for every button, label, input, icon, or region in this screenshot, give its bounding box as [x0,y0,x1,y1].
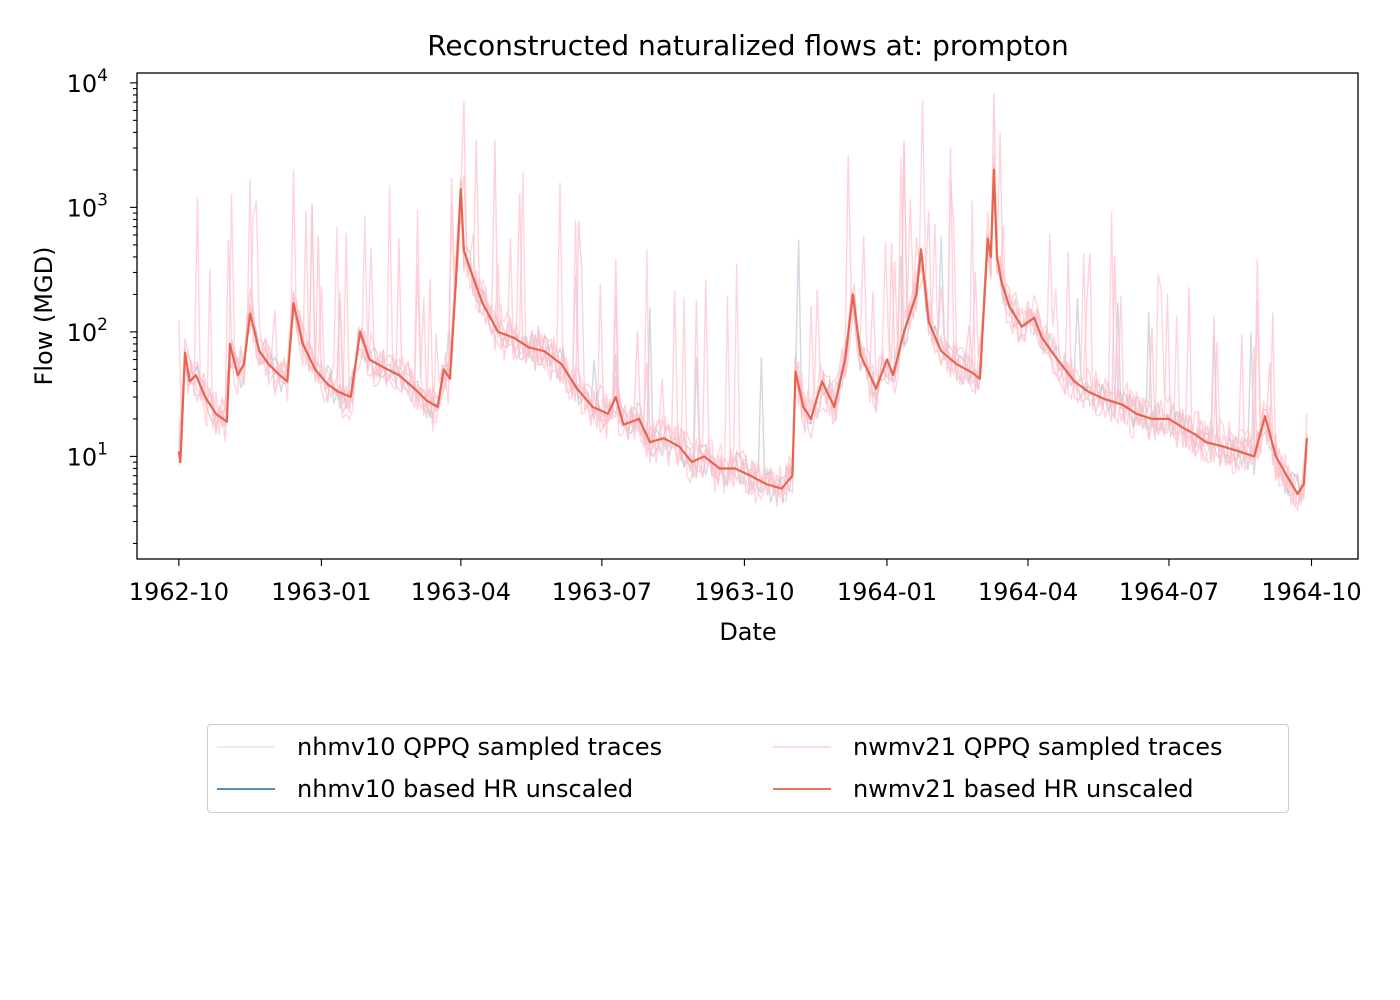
x-tick-label: 1963-07 [552,578,652,606]
y-axis-label: Flow (MGD) [30,247,58,386]
legend: nhmv10 QPPQ sampled traces nwmv21 QPPQ s… [207,724,1289,813]
x-tick-label: 1963-04 [411,578,511,606]
x-tick-label: 1962-10 [129,578,229,606]
x-tick-label: 1963-10 [694,578,794,606]
sampled-traces-layer [178,93,1308,513]
x-tick-label: 1964-04 [978,578,1078,606]
legend-swatch-nwm-traces [773,746,831,748]
plot-frame [136,72,1359,560]
y-tick-label-base: 10 [67,70,98,98]
y-tick-label-exp: 4 [97,66,108,86]
sampled-trace-line [178,99,1308,513]
legend-label-nhm-hr: nhmv10 based HR unscaled [297,775,634,803]
plot-area [177,93,1308,513]
legend-item-nhm-hr: nhmv10 based HR unscaled [217,774,633,804]
series-line-nwmv21-hr [177,168,1308,495]
x-tick-label: 1964-07 [1119,578,1219,606]
y-tick-label: 103 [67,190,108,222]
series-layer [177,168,1308,495]
y-tick-label-exp: 3 [97,190,108,210]
sampled-trace-line [178,171,1308,507]
y-tick-label-exp: 1 [97,439,108,459]
y-tick-label: 102 [67,315,108,347]
legend-swatch-nhm-traces [217,746,275,748]
x-tick-label: 1964-10 [1261,578,1361,606]
x-tick-label: 1963-01 [271,578,371,606]
legend-swatch-nwm-hr [773,788,831,790]
chart-title: Reconstructed naturalized flows at: prom… [427,29,1069,62]
legend-item-nwm-hr: nwmv21 based HR unscaled [773,774,1194,804]
y-tick-label: 104 [67,66,108,98]
y-tick-label-base: 10 [67,319,98,347]
legend-label-nwm-hr: nwmv21 based HR unscaled [853,775,1194,803]
y-tick-label-base: 10 [67,443,98,471]
y-tick-label-exp: 2 [97,315,108,335]
legend-item-nwm-traces: nwmv21 QPPQ sampled traces [773,732,1223,762]
legend-label-nwm-traces: nwmv21 QPPQ sampled traces [853,733,1223,761]
x-tick-label: 1964-01 [837,578,937,606]
y-tick-label: 101 [67,439,108,471]
sampled-trace-line [178,100,1308,506]
legend-label-nhm-traces: nhmv10 QPPQ sampled traces [297,733,663,761]
x-axis-label: Date [719,618,776,646]
legend-item-nhm-traces: nhmv10 QPPQ sampled traces [217,732,662,762]
legend-swatch-nhm-hr [217,788,275,790]
y-tick-label-base: 10 [67,194,98,222]
x-axis: 1962-10 1963-01 1963-04 1963-07 1963-10 1964-… [129,559,1362,606]
